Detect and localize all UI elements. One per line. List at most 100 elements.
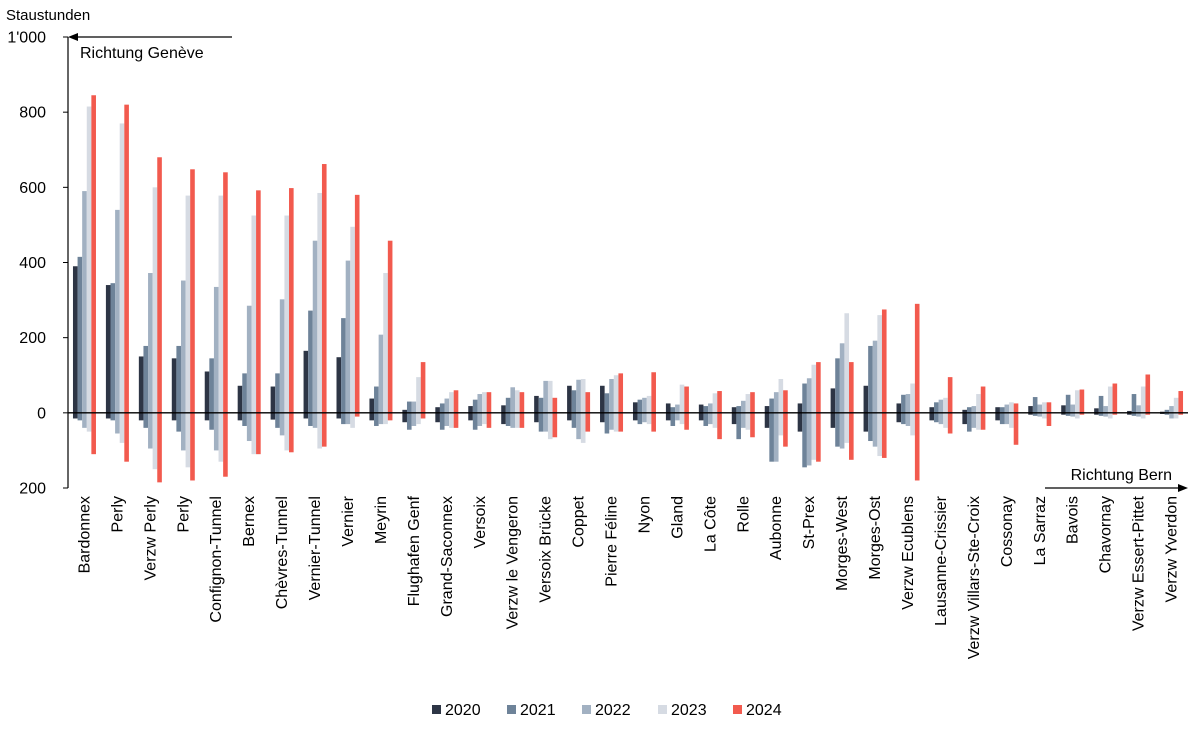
bar-2020-up — [764, 406, 770, 413]
bar-2023-down — [877, 412, 882, 457]
bar-2024-down — [881, 412, 887, 458]
bar-2023-up — [251, 215, 257, 413]
x-tick-label: Lausanne-Crissier — [933, 495, 950, 626]
bar-2020-down — [72, 412, 78, 419]
bar-2020-up — [665, 403, 671, 413]
bar-2022-down — [1004, 412, 1010, 425]
bar-2021-up — [1098, 395, 1104, 413]
bar-2024-down — [1046, 412, 1052, 426]
bar-2023-down — [811, 412, 817, 460]
bar-2024-up — [124, 104, 129, 413]
x-tick-label: Confignon-Tunnel — [208, 496, 225, 623]
bar-2022-down — [82, 412, 87, 428]
bar-2020-down — [600, 412, 605, 423]
bar-2024-down — [289, 412, 294, 453]
x-tick-label: Vernier-Tunnel — [307, 496, 324, 600]
bar-2022-up — [312, 240, 318, 413]
legend-label: 2023 — [671, 702, 707, 719]
bar-2023-down — [515, 412, 520, 428]
x-tick-label: Flughafen Genf — [406, 495, 423, 606]
bar-2024-down — [91, 412, 96, 455]
bar-2020-up — [731, 407, 737, 413]
bar-2021-up — [308, 310, 313, 413]
bar-2023-up — [943, 397, 948, 413]
bar-2022-up — [773, 392, 779, 413]
bar-2020-up — [698, 404, 704, 413]
bar-2021-up — [966, 407, 972, 413]
bar-2020-up — [72, 266, 78, 413]
bar-2021-up — [703, 406, 709, 413]
bar-2021-down — [1131, 412, 1137, 416]
bar-2022-down — [543, 412, 548, 432]
bar-2022-down — [872, 412, 878, 447]
bar-2020-up — [797, 403, 803, 413]
bar-2024-down — [816, 412, 821, 462]
bar-2020-up — [1028, 406, 1033, 413]
legend-label: 2022 — [595, 702, 631, 719]
x-tick-label: Perly — [175, 496, 192, 532]
bar-2021-up — [275, 373, 280, 413]
bar-2020-down — [830, 412, 836, 428]
bar-2023-down — [910, 412, 915, 436]
bar-2020-down — [698, 412, 704, 421]
bar-2022-down — [115, 412, 120, 434]
x-tick-label: Bavois — [1065, 496, 1082, 544]
bar-2020-down — [632, 412, 638, 421]
x-tick-label: La Sarraz — [1032, 496, 1049, 565]
bar-2021-down — [209, 412, 214, 430]
bar-2020-up — [501, 405, 506, 413]
bar-2022-down — [642, 412, 647, 423]
bar-2021-up — [209, 358, 214, 413]
bar-2021-down — [769, 412, 774, 462]
bar-2024-down — [1013, 412, 1019, 445]
bar-2021-down — [275, 412, 280, 428]
x-tick-label: Aubonne — [768, 496, 785, 560]
bar-2023-down — [284, 412, 290, 451]
bar-2023-down — [1009, 412, 1014, 428]
bar-2024-up — [91, 95, 96, 413]
bar-2023-down — [679, 412, 685, 425]
bar-2024-up — [1013, 403, 1019, 413]
bar-2021-down — [308, 412, 313, 426]
bar-2024-down — [453, 412, 459, 428]
y-tick-label: 400 — [19, 255, 46, 272]
y-tick-label: 200 — [19, 330, 46, 347]
bar-2022-down — [246, 412, 252, 442]
legend-swatch — [432, 705, 441, 714]
bar-2022-up — [1070, 404, 1076, 413]
bar-2023-up — [1075, 390, 1080, 413]
bar-2021-down — [802, 412, 807, 468]
bar-2021-up — [374, 386, 379, 413]
bar-2023-up — [515, 390, 520, 413]
bar-2023-down — [976, 412, 981, 430]
bar-2021-down — [835, 412, 840, 447]
bar-2024-up — [519, 392, 525, 413]
bar-2020-down — [171, 412, 177, 421]
bar-2024-up — [849, 362, 854, 413]
bar-2020-up — [336, 357, 342, 413]
bar-2022-down — [773, 412, 779, 462]
bar-2021-up — [341, 318, 346, 413]
bar-2023-up — [679, 384, 685, 413]
bar-2021-down — [703, 412, 709, 426]
bar-2022-down — [1103, 412, 1108, 417]
bar-2023-up — [877, 315, 882, 413]
bar-2024-up — [256, 190, 261, 413]
bar-2022-up — [609, 379, 614, 413]
bar-2023-up — [745, 394, 751, 413]
bar-2024-up — [420, 362, 426, 413]
x-tick-label: Cossonay — [999, 496, 1016, 567]
bar-2024-up — [486, 392, 492, 413]
bar-2022-down — [510, 412, 516, 428]
bar-2022-down — [312, 412, 318, 428]
bar-2023-down — [119, 412, 125, 443]
bar-2021-down — [901, 412, 906, 425]
bar-2024-up — [750, 392, 755, 413]
bar-2021-up — [571, 390, 577, 413]
bar-2022-up — [576, 379, 581, 413]
bar-2021-down — [374, 412, 379, 426]
bar-2020-up — [830, 388, 836, 413]
y-tick-label: 1'000 — [7, 30, 46, 47]
bar-2021-down — [670, 412, 676, 426]
